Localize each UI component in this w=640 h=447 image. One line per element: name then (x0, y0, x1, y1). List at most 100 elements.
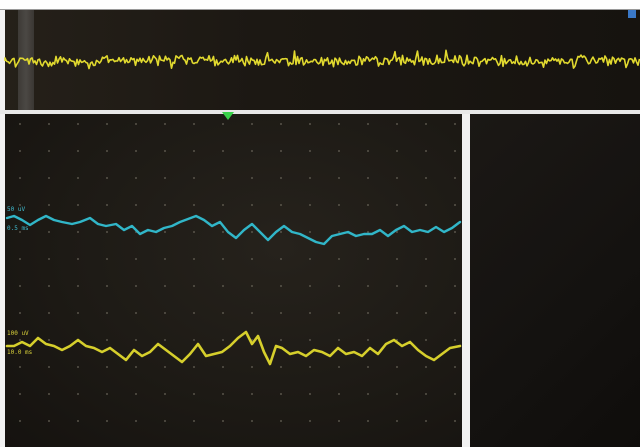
grid-dot (164, 285, 166, 287)
grid-dot (222, 150, 224, 152)
grid-dot (425, 366, 427, 368)
grid-dot (396, 393, 398, 395)
grid-dot (222, 258, 224, 260)
grid-dot (222, 204, 224, 206)
grid-dot (367, 258, 369, 260)
grid-dot (106, 312, 108, 314)
grid-dot (19, 177, 21, 179)
grid-dot (251, 123, 253, 125)
grid-dot (338, 177, 340, 179)
grid-dot (309, 204, 311, 206)
grid-dot (367, 204, 369, 206)
grid-dot (19, 231, 21, 233)
grid-dot (193, 366, 195, 368)
grid-dot (164, 339, 166, 341)
grid-dot (454, 231, 456, 233)
grid-dot (396, 312, 398, 314)
trigger-marker-icon[interactable] (222, 112, 234, 120)
grid-dot (106, 231, 108, 233)
grid-dot (367, 177, 369, 179)
side-panel (470, 114, 640, 447)
grid-dot (77, 177, 79, 179)
grid-dot (367, 123, 369, 125)
grid-dot (396, 177, 398, 179)
channel-2-sweep-label: 10.0 ms (7, 349, 33, 356)
grid-dot (309, 285, 311, 287)
grid-dot (367, 312, 369, 314)
grid-dot (193, 204, 195, 206)
grid-dot (367, 339, 369, 341)
grid-dot (396, 231, 398, 233)
grid-dot (338, 312, 340, 314)
grid-dot (48, 366, 50, 368)
grid-dot (454, 150, 456, 152)
grid-dot (77, 150, 79, 152)
grid-dot (135, 177, 137, 179)
grid-dot (454, 393, 456, 395)
grid-dot (338, 420, 340, 422)
left-bezel (0, 10, 5, 447)
grid-dot (164, 258, 166, 260)
channel-1-amplitude-label: 50 uV (7, 206, 26, 213)
grid-dot (19, 366, 21, 368)
grid-dot (222, 177, 224, 179)
grid-dot (48, 393, 50, 395)
grid-dot (193, 285, 195, 287)
grid-dot (106, 258, 108, 260)
strip-separator (0, 110, 640, 114)
grid-dot (19, 258, 21, 260)
grid-dot (222, 231, 224, 233)
grid-dot (338, 285, 340, 287)
grid-dot (454, 420, 456, 422)
grid-dot (48, 123, 50, 125)
grid-dot (396, 258, 398, 260)
grid-dot (19, 285, 21, 287)
grid-dot (338, 393, 340, 395)
grid-dot (193, 393, 195, 395)
grid-dot (251, 231, 253, 233)
grid-dot (106, 285, 108, 287)
grid-dot (251, 258, 253, 260)
grid-dot (396, 366, 398, 368)
grid-dot (106, 177, 108, 179)
channel-2-trace (5, 330, 462, 366)
grid-dots (19, 123, 456, 422)
grid-dot (193, 123, 195, 125)
grid-dot (454, 204, 456, 206)
grid-dot (48, 231, 50, 233)
grid-dot (454, 177, 456, 179)
grid-dot (222, 366, 224, 368)
grid-dot (454, 123, 456, 125)
grid-dot (251, 366, 253, 368)
grid-dot (135, 285, 137, 287)
grid-dot (425, 258, 427, 260)
grid-dot (338, 231, 340, 233)
grid-dot (280, 150, 282, 152)
panel-divider[interactable] (462, 114, 470, 447)
grid-dot (367, 285, 369, 287)
grid-dot (309, 393, 311, 395)
grid-dot (164, 204, 166, 206)
grid-dot (77, 393, 79, 395)
grid-dot (280, 285, 282, 287)
grid-dot (454, 339, 456, 341)
grid-dot (164, 231, 166, 233)
grid-dot (338, 366, 340, 368)
grid-dot (19, 339, 21, 341)
grid-dot (454, 312, 456, 314)
grid-dot (48, 285, 50, 287)
channel-2-amplitude-label: 100 uV (7, 330, 29, 337)
grid-dot (135, 258, 137, 260)
continuous-emg-trace (4, 49, 640, 70)
grid-dot (280, 231, 282, 233)
grid-dot (48, 204, 50, 206)
channel-1-sweep-label: 0.5 ms (7, 225, 29, 232)
grid-dot (367, 366, 369, 368)
grid-dot (135, 339, 137, 341)
grid-dot (425, 123, 427, 125)
grid-dot (164, 366, 166, 368)
grid-dot (135, 204, 137, 206)
grid-dot (280, 339, 282, 341)
grid-dot (454, 258, 456, 260)
grid-dot (193, 339, 195, 341)
